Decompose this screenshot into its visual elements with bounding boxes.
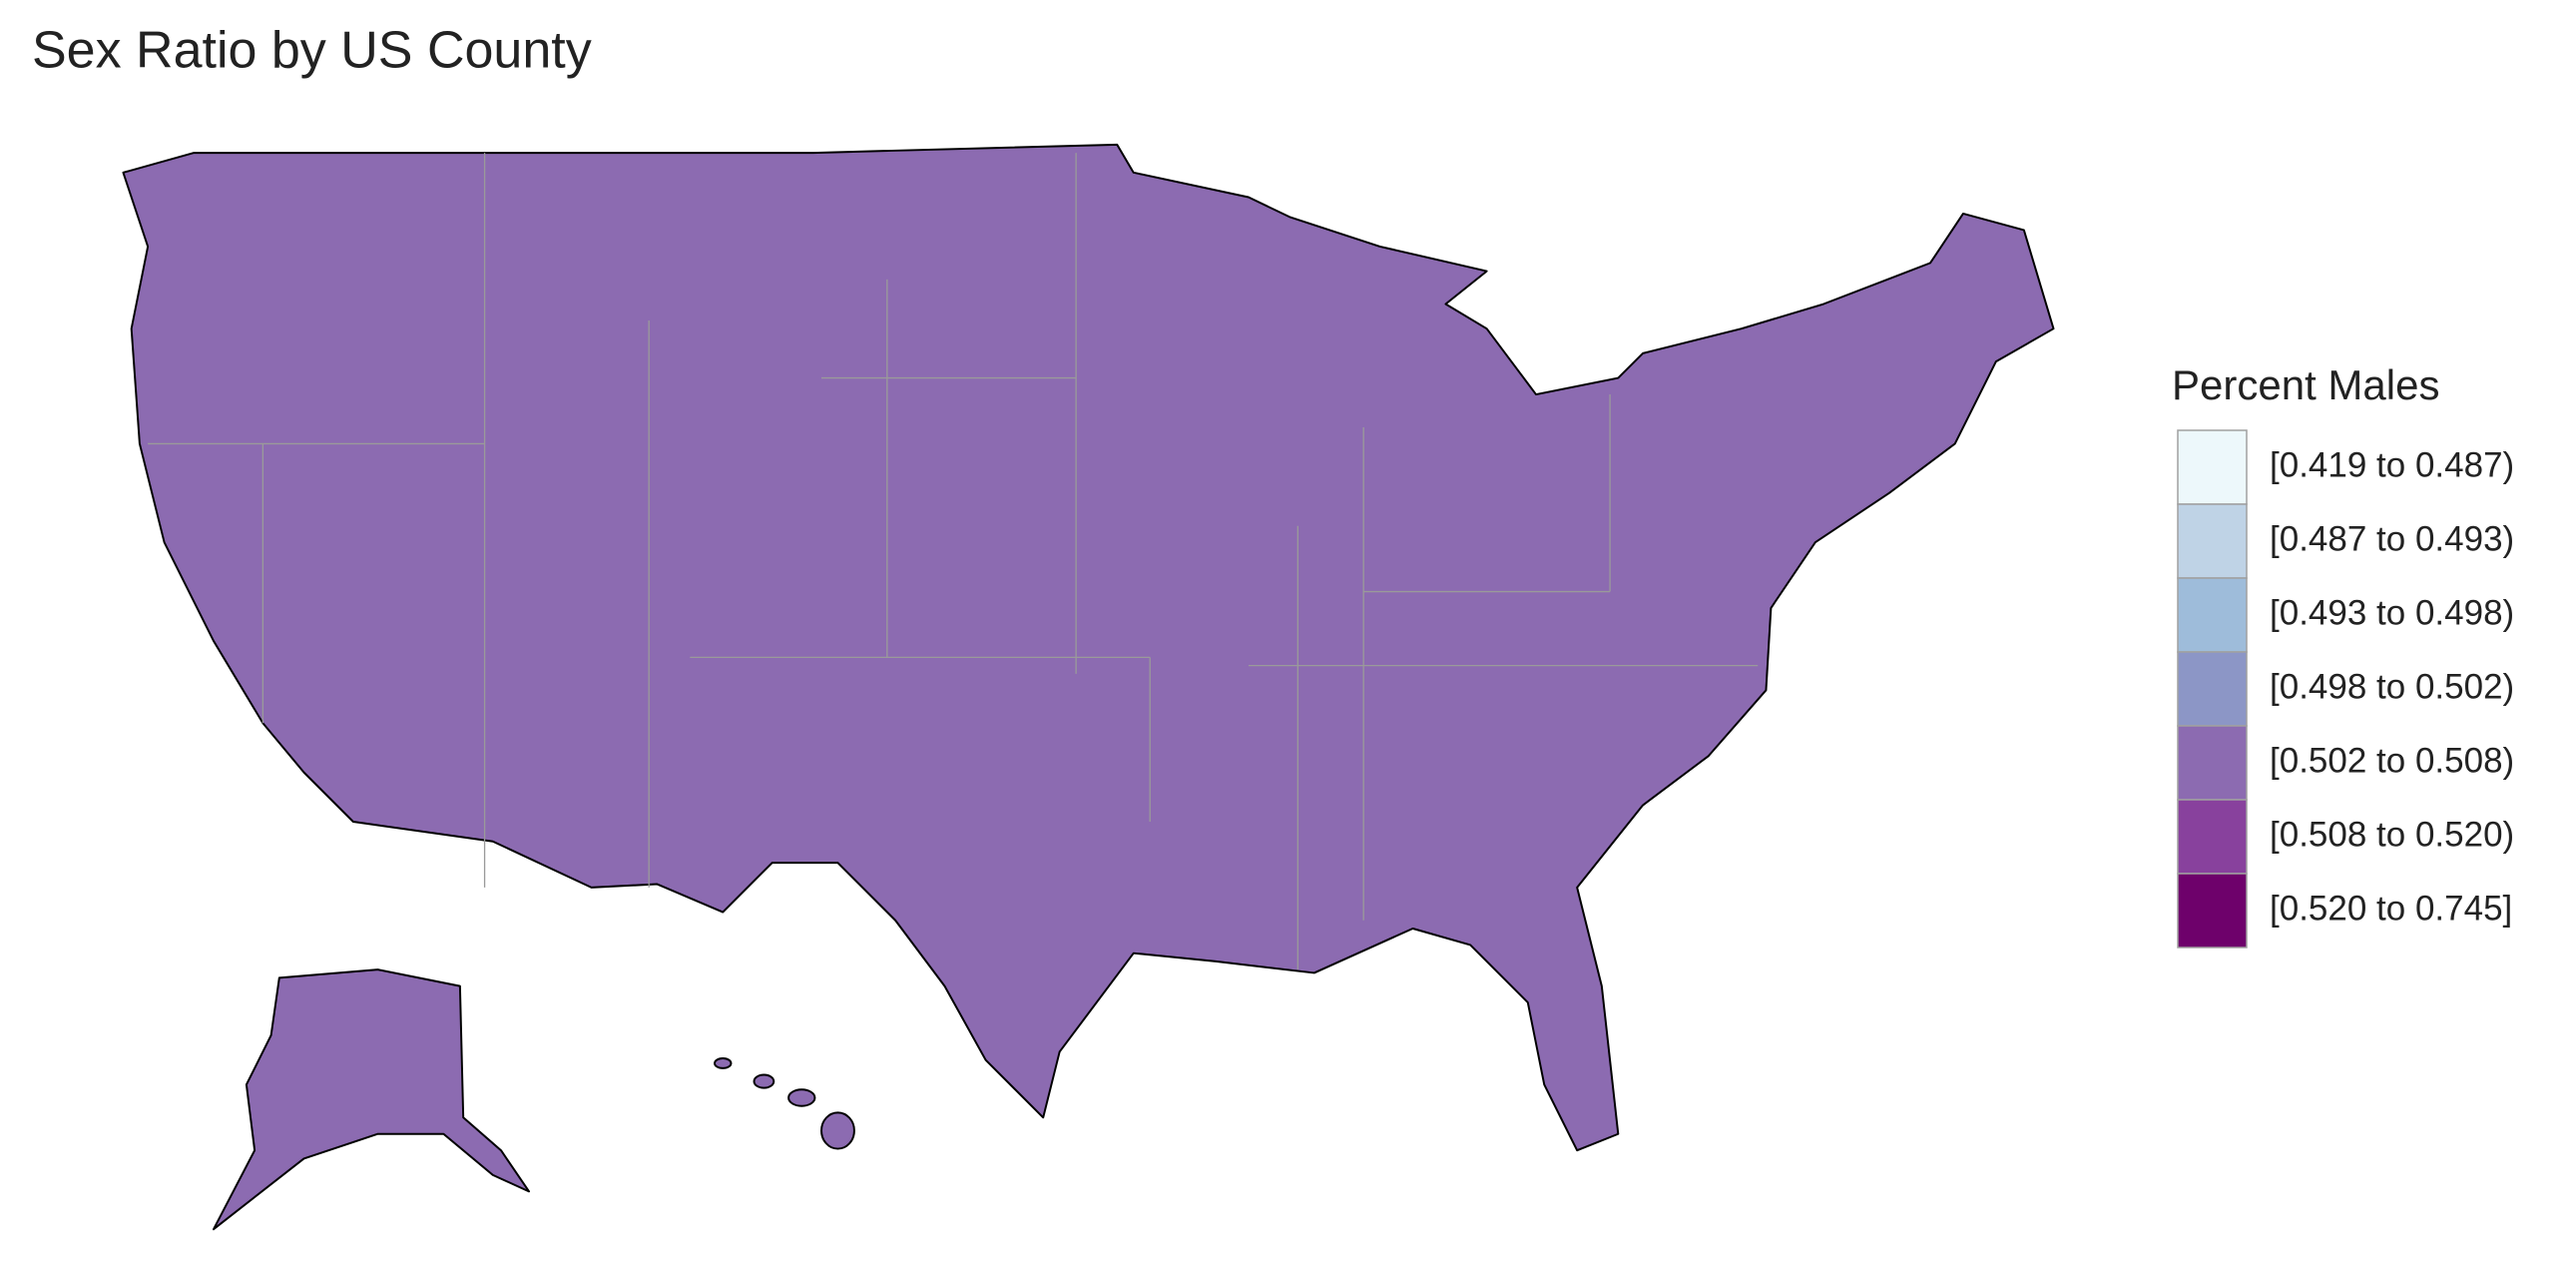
legend-label: [0.419 to 0.487) <box>2270 445 2514 484</box>
legend-swatch <box>2177 873 2248 949</box>
alaska <box>212 968 530 1231</box>
hawaii <box>714 1057 855 1150</box>
chart-title: Sex Ratio by US County <box>32 22 592 80</box>
legend-swatch <box>2177 725 2248 801</box>
legend-label: [0.487 to 0.493) <box>2270 519 2514 558</box>
legend-label: [0.502 to 0.508) <box>2270 741 2514 780</box>
legend-swatch <box>2177 429 2248 505</box>
legend-swatch <box>2177 577 2248 653</box>
legend-swatch <box>2177 651 2248 727</box>
legend-label: [0.498 to 0.502) <box>2270 667 2514 706</box>
mainland <box>122 143 2055 1152</box>
legend-title: Percent Males <box>2172 361 2439 408</box>
legend-label: [0.508 to 0.520) <box>2270 815 2514 854</box>
legend: [0.419 to 0.487) [0.487 to 0.493) [0.493 t… <box>2177 429 2514 949</box>
legend-label: [0.520 to 0.745] <box>2270 889 2512 928</box>
legend-swatch <box>2177 503 2248 579</box>
state-borders <box>148 153 1759 970</box>
legend-swatch <box>2177 799 2248 875</box>
legend-label: [0.493 to 0.498) <box>2270 593 2514 632</box>
map <box>122 143 2055 1231</box>
